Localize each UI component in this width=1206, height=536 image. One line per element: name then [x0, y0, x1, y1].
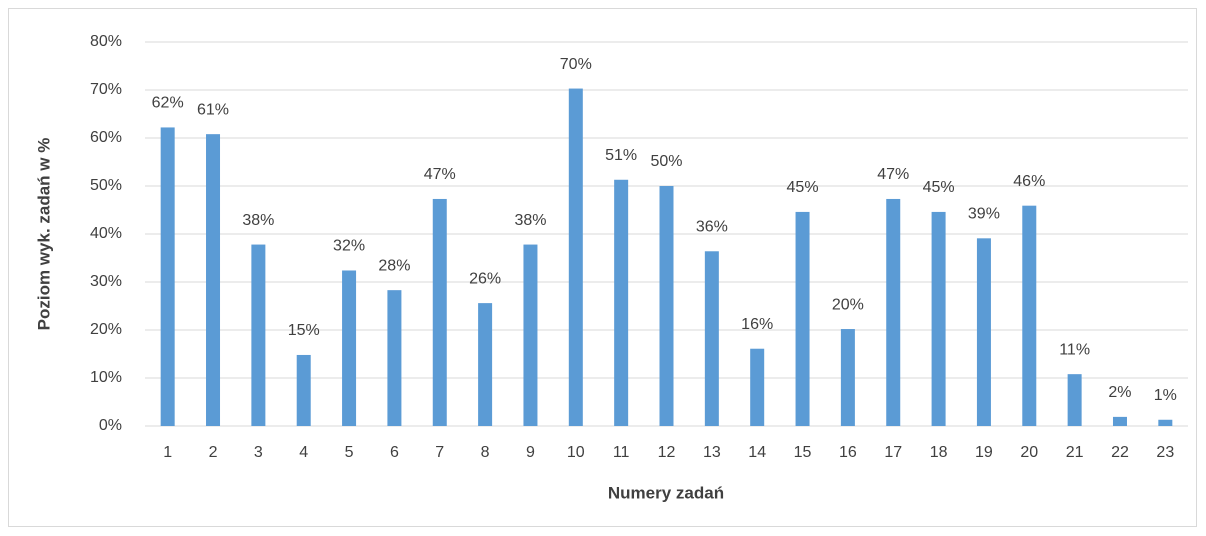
value-label: 36% — [696, 218, 728, 235]
value-label: 38% — [514, 212, 546, 229]
y-tick-label: 80% — [90, 33, 122, 50]
x-tick-label: 23 — [1156, 444, 1174, 461]
value-label: 62% — [152, 95, 184, 112]
bar — [1112, 416, 1127, 426]
y-tick-label: 0% — [99, 417, 122, 434]
x-tick-label: 2 — [209, 444, 218, 461]
bar — [886, 198, 901, 426]
bar — [976, 238, 991, 426]
bar — [432, 198, 447, 426]
value-label: 51% — [605, 147, 637, 164]
x-tick-label: 17 — [884, 444, 902, 461]
x-tick-label: 7 — [435, 444, 444, 461]
x-tick-label: 14 — [748, 444, 766, 461]
x-tick-label: 21 — [1066, 444, 1084, 461]
bar — [795, 211, 810, 426]
bar — [614, 179, 629, 426]
value-label: 1% — [1154, 387, 1177, 404]
bar — [1067, 374, 1082, 426]
bar — [704, 251, 719, 426]
value-label: 15% — [288, 322, 320, 339]
y-tick-label: 10% — [90, 369, 122, 386]
bar — [568, 88, 583, 426]
bar — [478, 303, 493, 426]
bar — [659, 186, 674, 426]
y-tick-label: 20% — [90, 321, 122, 338]
bar — [251, 244, 266, 426]
value-label: 45% — [923, 179, 955, 196]
x-tick-label: 8 — [481, 444, 490, 461]
x-tick-label: 15 — [794, 444, 812, 461]
bar — [931, 211, 946, 426]
x-axis-title: Numery zadań — [608, 483, 724, 502]
value-label: 2% — [1108, 384, 1131, 401]
value-label: 50% — [650, 153, 682, 170]
bar — [387, 290, 402, 426]
x-tick-label: 4 — [299, 444, 308, 461]
value-label: 32% — [333, 238, 365, 255]
bar — [206, 134, 221, 426]
value-label: 26% — [469, 270, 501, 287]
x-tick-label: 11 — [613, 444, 630, 461]
bar — [840, 329, 855, 426]
x-tick-label: 5 — [345, 444, 354, 461]
x-tick-label: 20 — [1020, 444, 1038, 461]
value-label: 20% — [832, 296, 864, 313]
x-tick-label: 19 — [975, 444, 993, 461]
x-tick-label: 18 — [930, 444, 948, 461]
y-axis-title: Poziom wyk. zadań w % — [34, 138, 53, 331]
value-label: 16% — [741, 316, 773, 333]
bar — [160, 127, 175, 426]
y-tick-label: 60% — [90, 129, 122, 146]
y-tick-label: 30% — [90, 273, 122, 290]
y-tick-label: 40% — [90, 225, 122, 242]
value-label: 11% — [1059, 341, 1090, 358]
x-tick-label: 10 — [567, 444, 585, 461]
x-tick-label: 1 — [163, 444, 172, 461]
value-label: 28% — [378, 257, 410, 274]
x-tick-label: 22 — [1111, 444, 1129, 461]
bar — [296, 354, 311, 426]
bar — [1022, 205, 1037, 426]
bar — [1158, 419, 1173, 426]
value-label: 47% — [877, 166, 909, 183]
x-tick-label: 12 — [658, 444, 676, 461]
value-label: 47% — [424, 166, 456, 183]
value-label: 61% — [197, 101, 229, 118]
value-label: 39% — [968, 206, 1000, 223]
x-tick-label: 6 — [390, 444, 399, 461]
x-tick-label: 3 — [254, 444, 263, 461]
value-label: 46% — [1013, 173, 1045, 190]
y-tick-label: 50% — [90, 177, 122, 194]
x-tick-label: 13 — [703, 444, 721, 461]
value-label: 45% — [787, 179, 819, 196]
x-tick-label: 16 — [839, 444, 857, 461]
value-label: 70% — [560, 56, 592, 73]
chart-border — [8, 8, 1197, 527]
x-tick-label: 9 — [526, 444, 535, 461]
y-tick-label: 70% — [90, 81, 122, 98]
bar — [342, 270, 357, 426]
value-label: 38% — [242, 212, 274, 229]
bar — [750, 348, 765, 426]
bar — [523, 244, 538, 426]
